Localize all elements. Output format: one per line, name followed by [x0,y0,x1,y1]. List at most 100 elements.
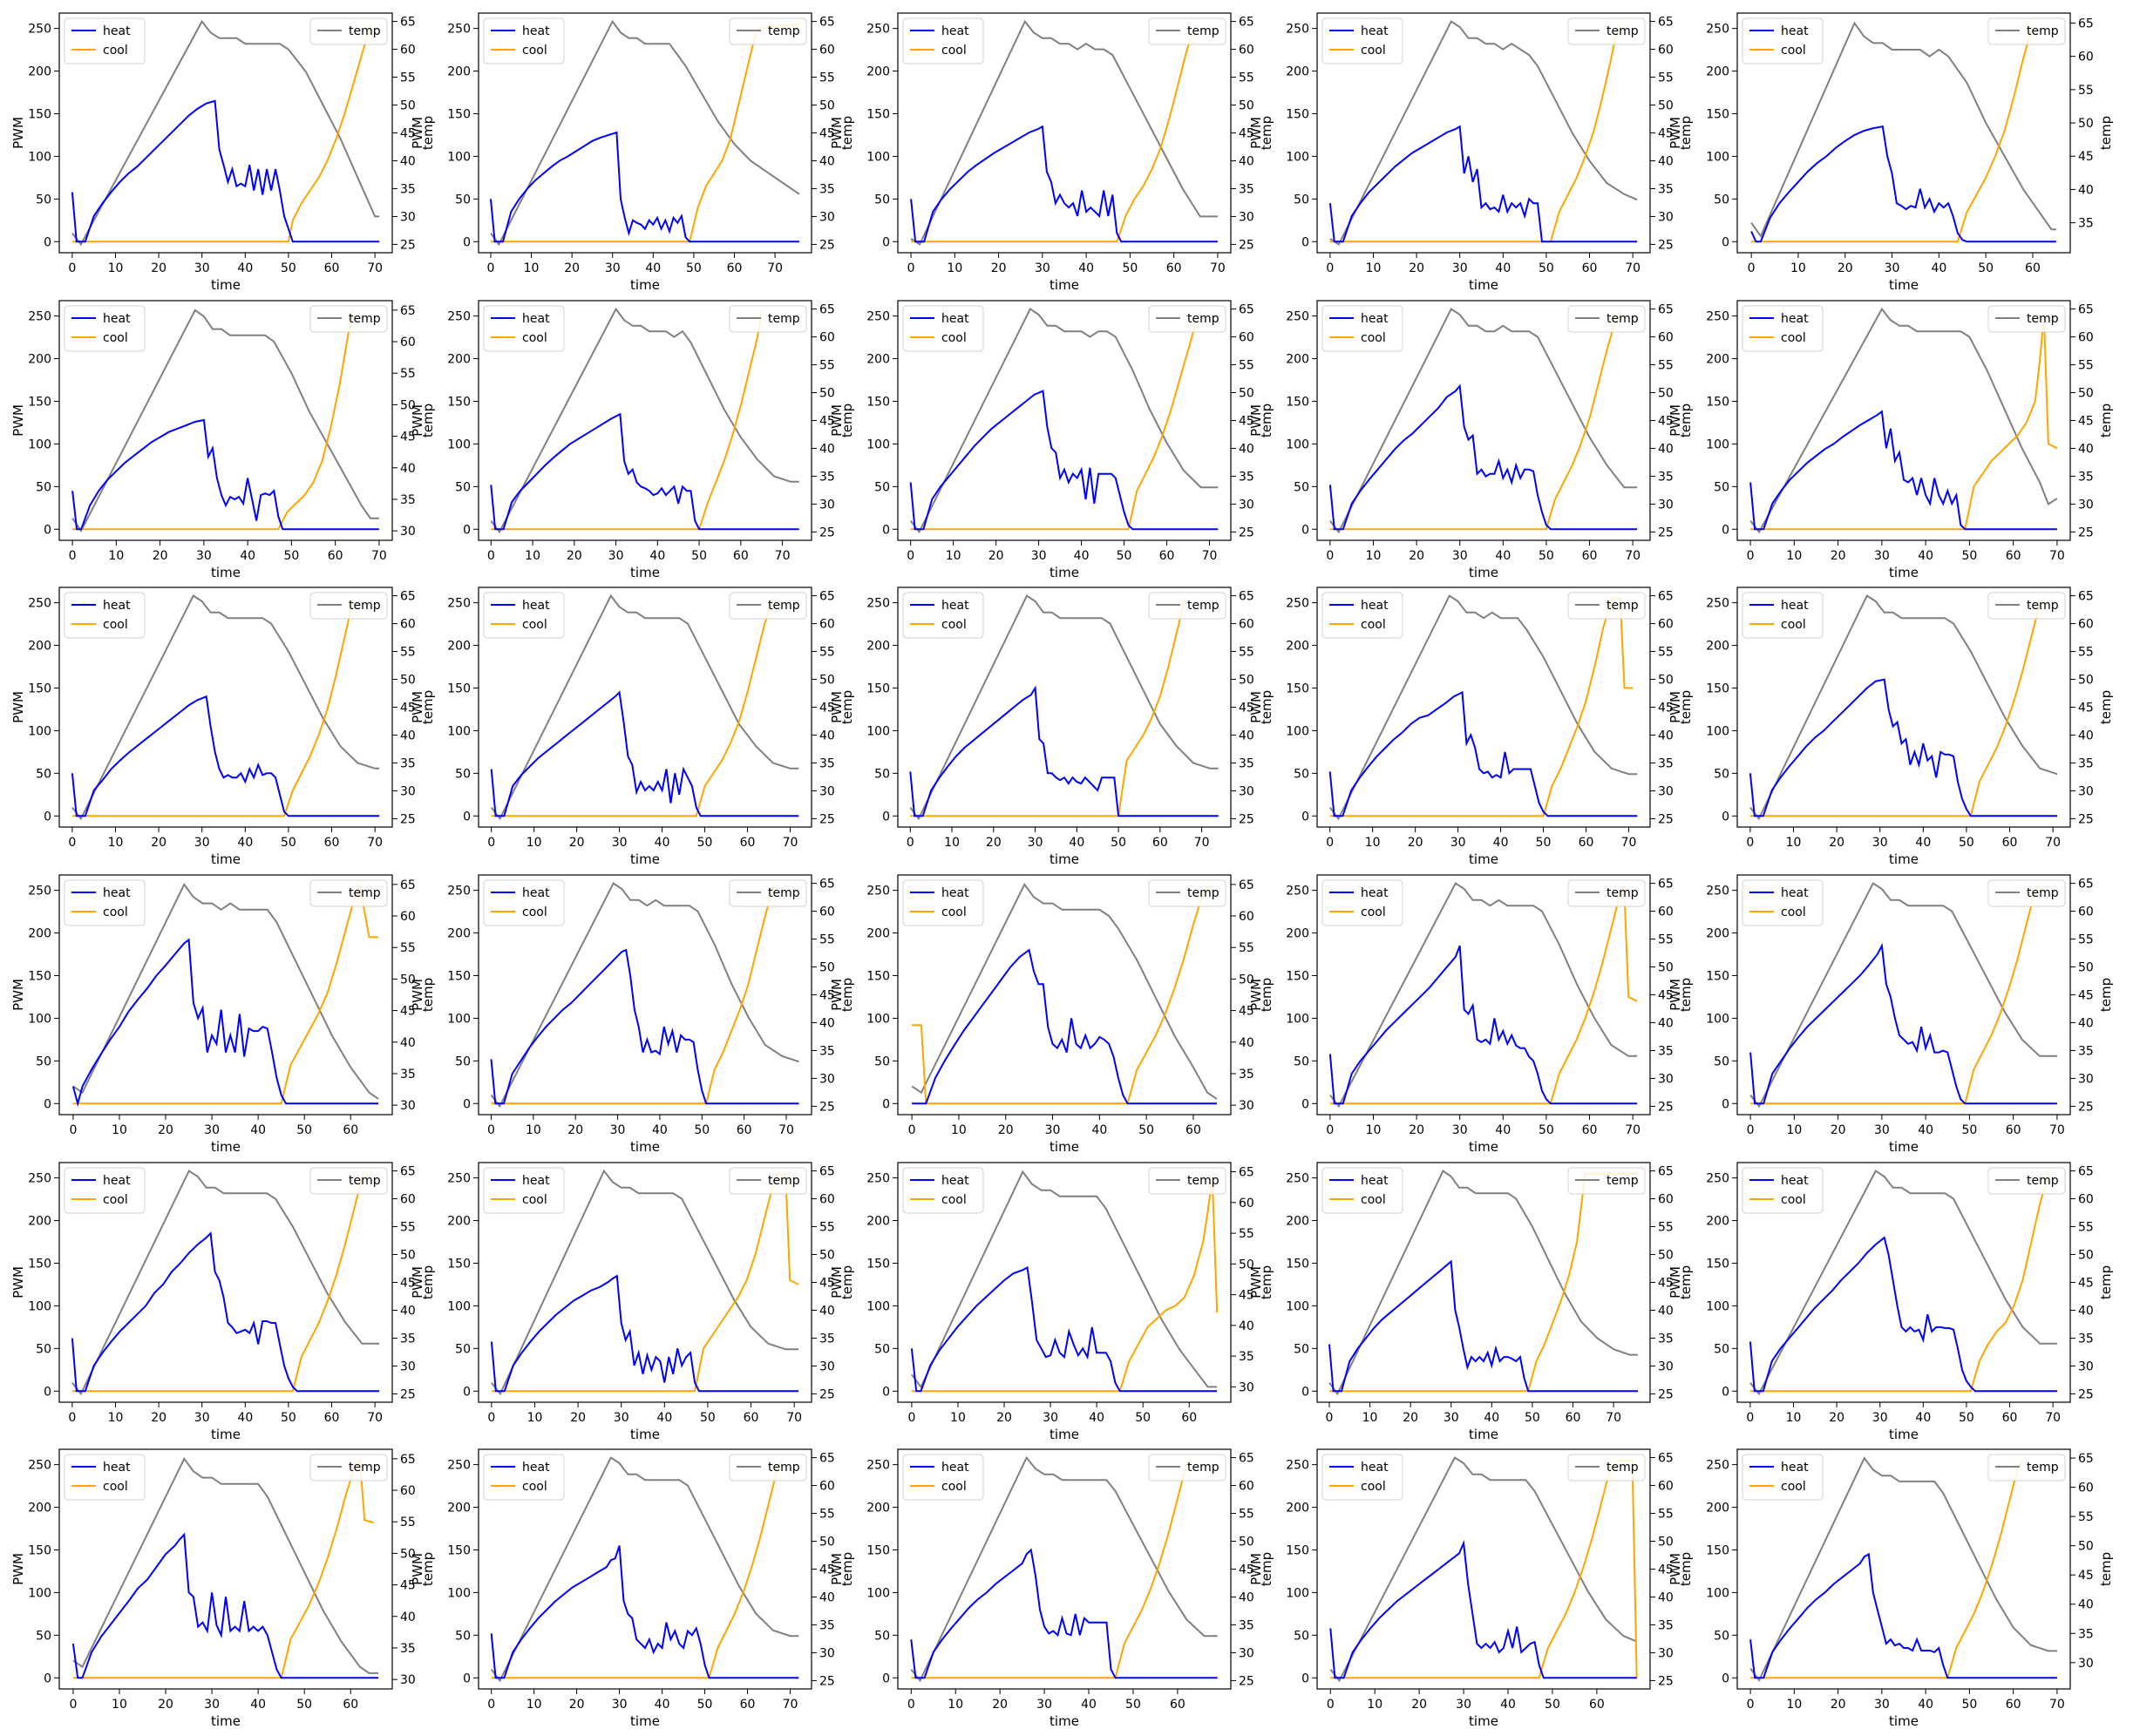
x-tick-label: 10 [1790,261,1806,275]
legend-left: heat cool [1321,17,1403,64]
legend-right: temp [729,1454,807,1482]
x-tick-label: 50 [283,549,299,563]
y-tick-label: 200 [1286,1502,1309,1516]
y-tick-label: 0 [1722,235,1729,249]
legend-right: temp [1567,592,1646,620]
x-tick-label: 50 [1525,1411,1540,1425]
legend-left: heat cool [483,879,565,926]
y-tick-label: 100 [447,1012,471,1026]
temp-tick-label: 65 [1658,878,1674,892]
legend-temp-label: temp [349,312,381,326]
y-tick-label: 200 [866,353,890,367]
temp-tick-label: 60 [1239,331,1254,345]
cool-line [72,311,354,531]
subplot-4: 0 10 20 30 40 50 60 70 0 50 100 150 200 250 25 30 35 40 45… [1286,12,1694,293]
temp-tick-label: 45 [1658,127,1674,141]
temp-tick-label: 50 [2078,387,2094,401]
x-tick-label: 20 [996,1411,1012,1425]
subplot-7: 0 10 20 30 40 50 60 70 0 50 100 150 200 250 25 30 35 40 45… [447,300,855,580]
temp-tick-label: 30 [1658,210,1674,224]
pwm-axis-label-overlap: PWM [410,979,425,1011]
x-tick-label: 40 [250,1123,266,1137]
temp-line [1749,882,2057,1109]
temp-tick-label: 60 [2078,1482,2094,1495]
x-tick-label: 60 [1159,549,1175,563]
x-tick-label: 60 [1582,549,1598,563]
x-tick-label: 50 [691,549,707,563]
y-tick-label: 150 [447,107,471,121]
x-tick-label: 70 [1621,836,1637,850]
temp-tick-label: 25 [819,526,835,539]
x-axis-label: time [211,1139,241,1155]
temp-tick-label: 65 [1658,1452,1674,1466]
y-tick-label: 0 [882,235,890,249]
x-tick-label: 40 [656,1411,672,1425]
legend-left: heat cool [64,17,146,64]
temp-tick-label: 40 [1239,442,1254,456]
temp-tick-label: 65 [400,590,416,604]
axes-frame [1736,1448,2071,1690]
temp-line [1749,307,2058,534]
x-axis-label: time [1050,1427,1079,1442]
temp-line [1329,882,1638,1109]
x-tick-label: 60 [2006,1123,2021,1137]
x-tick-label: 40 [1091,1123,1107,1137]
y-tick-label: 50 [874,1054,890,1068]
x-tick-label: 60 [2006,549,2021,563]
y-tick-label: 250 [28,1459,51,1473]
temp-tick-label: 65 [1658,303,1674,317]
legend-cool-label: cool [941,331,967,345]
heat-line [71,99,380,243]
subplot-19: 0 10 20 30 40 50 60 70 0 50 100 150 200 250 25 30 35 40 45… [1286,874,1694,1155]
temp-tick-label: 45 [400,702,416,715]
temp-tick-label: 40 [2078,729,2094,743]
temp-tick-label: 35 [1239,1068,1254,1082]
legend-heat-label: heat [103,1174,131,1188]
x-axis-label: time [1050,1139,1079,1155]
x-tick-label: 20 [1409,261,1424,275]
x-tick-label: 10 [526,1698,542,1712]
temp-tick-label: 40 [2078,1304,2094,1318]
axes-frame [897,1162,1232,1403]
legend-left: heat cool [1742,1167,1824,1214]
temp-tick-label: 35 [1658,756,1674,770]
cool-line [491,885,775,1105]
temp-tick-label: 45 [2078,1569,2094,1583]
legend-left: heat cool [902,1454,984,1501]
temp-axis-label: temp [2098,403,2114,437]
temp-line [490,19,800,247]
legend-cool-label: cool [522,44,547,58]
temp-tick-label: 40 [400,154,416,168]
x-tick-label: 30 [196,549,212,563]
x-tick-label: 50 [1961,1698,1977,1712]
legend-temp-label: temp [349,886,381,900]
y-tick-label: 200 [28,353,51,367]
temp-line [1750,21,2056,238]
y-tick-label: 0 [44,235,51,249]
temp-tick-label: 55 [819,71,835,85]
temp-tick-label: 35 [400,493,416,507]
y-tick-label: 100 [866,150,890,164]
x-tick-label: 30 [1043,1411,1058,1425]
temp-tick-label: 40 [400,1036,416,1050]
x-tick-label: 40 [655,1698,670,1712]
y-tick-label: 200 [1706,640,1729,654]
y-tick-label: 100 [1706,150,1729,164]
x-tick-label: 0 [1327,1698,1335,1712]
temp-tick-label: 65 [1239,16,1254,30]
x-tick-label: 40 [1915,1411,1931,1425]
x-tick-label: 30 [1444,1411,1459,1425]
x-tick-label: 0 [907,549,914,563]
temp-tick-label: 40 [819,154,835,168]
temp-tick-label: 55 [400,71,416,85]
legend-temp-label: temp [2027,312,2059,326]
temp-tick-label: 50 [2078,1249,2094,1263]
x-tick-label: 40 [1089,1411,1104,1425]
x-tick-label: 10 [1786,1123,1802,1137]
temp-axis-label: temp [1678,403,1694,437]
temp-tick-label: 50 [400,674,416,688]
temp-tick-label: 30 [1658,784,1674,798]
x-tick-label: 40 [1918,1698,1933,1712]
x-tick-label: 10 [947,261,962,275]
legend-heat-label: heat [103,1461,131,1475]
